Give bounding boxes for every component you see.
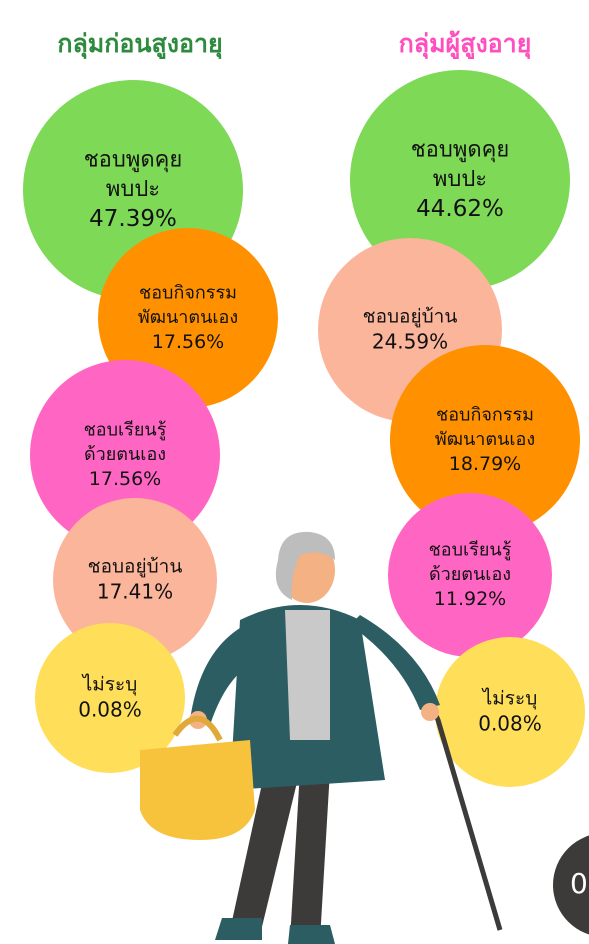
- bubble: [350, 70, 570, 290]
- bubble: [390, 345, 580, 535]
- bubble-value: 0.08%: [478, 711, 542, 735]
- elderly-illustration: 0: [140, 531, 589, 944]
- group-title: กลุ่มก่อนสูงอายุ: [57, 29, 222, 60]
- bubble-value: 18.79%: [449, 453, 521, 475]
- bubble-label: พัฒนาตนเอง: [435, 429, 535, 450]
- bubbles: ชอบพูดคุยพบปะ47.39%ชอบกิจกรรมพัฒนาตนเอง1…: [23, 70, 585, 787]
- group-title: กลุ่มผู้สูงอายุ: [399, 29, 532, 60]
- bubble-label: ไม่ระบุ: [481, 688, 538, 711]
- bubble: [53, 498, 217, 662]
- bubble-label: ชอบอยู่บ้าน: [363, 306, 458, 328]
- bubble: [435, 637, 585, 787]
- bubble-label: ไม่ระบุ: [81, 674, 138, 697]
- bubble-label: พบปะ: [106, 177, 160, 202]
- bubble-value: 24.59%: [372, 329, 448, 353]
- page-badge: [553, 835, 589, 935]
- bubble-value: 47.39%: [89, 206, 177, 232]
- bubble: [35, 623, 185, 773]
- page-number: 0: [570, 867, 588, 900]
- bubble: [388, 493, 552, 657]
- bubble-value: 17.56%: [89, 468, 161, 490]
- bubble-value: 44.62%: [416, 196, 504, 222]
- bubble-label: ชอบพูดคุย: [84, 147, 183, 172]
- bubble-label: ชอบอยู่บ้าน: [88, 556, 183, 578]
- bubble-value: 17.56%: [152, 331, 224, 353]
- bubble: [30, 360, 220, 550]
- bubble-value: 0.08%: [78, 697, 142, 721]
- bubble-label: ชอบกิจกรรม: [436, 405, 534, 426]
- bubble-label: ด้วยตนเอง: [429, 564, 511, 585]
- bubble-label: ชอบเรียนรู้: [429, 540, 512, 561]
- bubble-label: พบปะ: [433, 167, 487, 192]
- bubble-value: 17.41%: [97, 579, 173, 603]
- bubble-label: ชอบพูดคุย: [411, 137, 510, 162]
- bubble-label: ด้วยตนเอง: [84, 444, 166, 465]
- bubble-label: พัฒนาตนเอง: [138, 307, 238, 328]
- bubble-label: ชอบเรียนรู้: [84, 420, 167, 441]
- bubble-value: 11.92%: [434, 588, 506, 610]
- bubble-label: ชอบกิจกรรม: [139, 283, 237, 304]
